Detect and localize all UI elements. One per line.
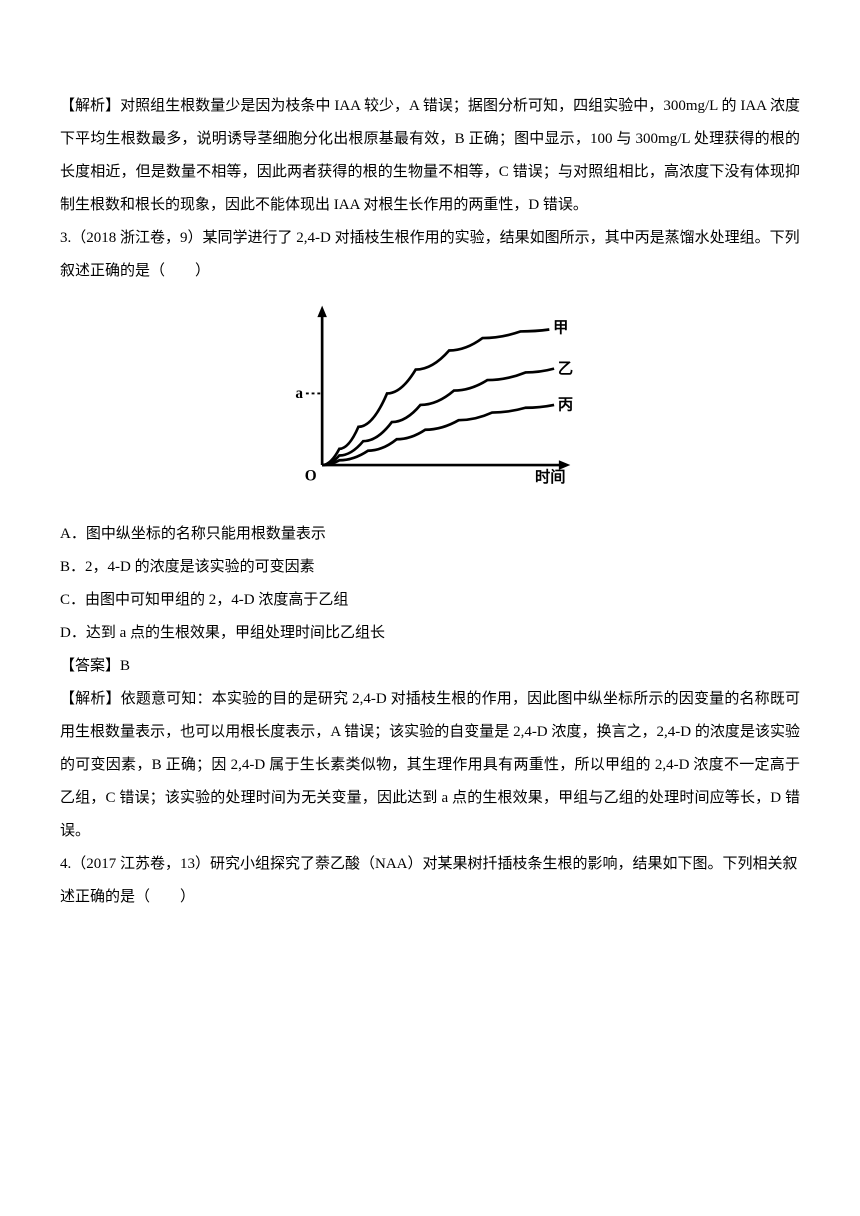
explanation-prev: 【解析】对照组生根数量少是因为枝条中 IAA 较少，A 错误；据图分析可知，四组… (60, 90, 800, 222)
svg-text:丙: 丙 (558, 397, 573, 414)
q3-option-c: C．由图中可知甲组的 2，4-D 浓度高于乙组 (60, 584, 800, 617)
q4-stem: 4.（2017 江苏卷，13）研究小组探究了萘乙酸（NAA）对某果树扦插枝条生根… (60, 848, 800, 914)
q3-chart: a O 时间 甲乙丙 (280, 298, 580, 508)
svg-text:时间: 时间 (535, 468, 566, 486)
svg-text:甲: 甲 (553, 319, 568, 336)
q3-option-d: D．达到 a 点的生根效果，甲组处理时间比乙组长 (60, 617, 800, 650)
svg-text:O: O (305, 467, 317, 484)
q3-chart-container: a O 时间 甲乙丙 (60, 298, 800, 508)
q3-stem: 3.（2018 浙江卷，9）某同学进行了 2,4-D 对插枝生根作用的实验，结果… (60, 222, 800, 288)
svg-text:乙: 乙 (558, 360, 573, 377)
q3-answer: 【答案】B (60, 650, 800, 683)
svg-text:a: a (295, 385, 303, 402)
q3-explanation: 【解析】依题意可知：本实验的目的是研究 2,4-D 对插枝生根的作用，因此图中纵… (60, 683, 800, 848)
q3-option-a: A．图中纵坐标的名称只能用根数量表示 (60, 518, 800, 551)
q3-option-b: B．2，4-D 的浓度是该实验的可变因素 (60, 551, 800, 584)
